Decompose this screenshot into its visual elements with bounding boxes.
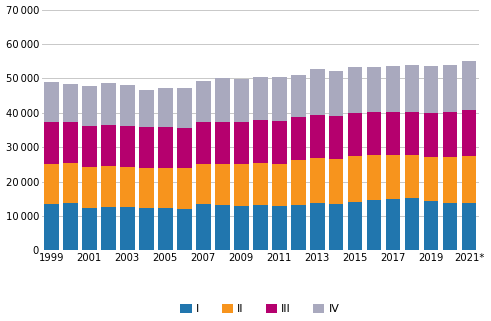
Bar [82,208,97,250]
Bar [328,204,344,250]
Bar [63,163,78,203]
Bar [158,208,172,250]
Bar [120,207,135,250]
Bar [196,122,211,164]
Bar [310,115,325,158]
Bar [139,90,154,127]
Bar [405,112,419,155]
Bar [234,122,248,164]
Bar [272,121,287,164]
Bar [442,157,458,203]
Bar [63,122,78,163]
Bar [215,122,229,164]
Bar [367,112,382,155]
Bar [139,127,154,168]
Bar [63,84,78,122]
Bar [120,167,135,207]
Bar [82,86,97,126]
Bar [215,78,229,122]
Bar [291,74,305,117]
Bar [291,160,305,205]
Bar [328,159,344,204]
Bar [196,164,211,204]
Bar [424,201,438,250]
Bar [101,125,115,166]
Bar [462,61,476,110]
Bar [405,198,419,250]
Bar [177,88,191,128]
Bar [101,207,115,250]
Bar [177,209,191,250]
Bar [177,128,191,169]
Bar [328,72,344,116]
Bar [234,164,248,206]
Bar [44,82,58,122]
Bar [63,203,78,250]
Bar [291,117,305,160]
Bar [158,168,172,208]
Bar [101,166,115,207]
Bar [367,67,382,112]
Bar [253,163,268,205]
Bar [348,202,362,250]
Bar [253,205,268,250]
Bar [291,205,305,250]
Bar [385,155,401,199]
Bar [272,77,287,121]
Bar [196,204,211,250]
Bar [253,77,268,120]
Bar [139,168,154,208]
Bar [367,201,382,250]
Bar [196,82,211,122]
Legend: I, II, III, IV: I, II, III, IV [176,299,344,319]
Bar [44,164,58,204]
Bar [310,203,325,250]
Bar [44,204,58,250]
Bar [385,199,401,250]
Bar [82,167,97,208]
Bar [101,83,115,125]
Bar [158,88,172,127]
Bar [442,203,458,250]
Bar [424,113,438,157]
Bar [405,155,419,198]
Bar [272,164,287,206]
Bar [82,126,97,167]
Bar [462,110,476,156]
Bar [139,208,154,250]
Bar [385,66,401,112]
Bar [348,156,362,202]
Bar [348,113,362,156]
Bar [44,122,58,164]
Bar [215,164,229,204]
Bar [234,79,248,122]
Bar [348,67,362,113]
Bar [405,65,419,112]
Bar [385,112,401,155]
Bar [272,206,287,250]
Bar [120,126,135,167]
Bar [462,203,476,250]
Bar [158,127,172,168]
Bar [215,204,229,250]
Bar [367,155,382,201]
Bar [442,112,458,157]
Bar [177,169,191,209]
Bar [424,65,438,113]
Bar [253,120,268,163]
Bar [328,116,344,159]
Bar [120,85,135,126]
Bar [442,65,458,112]
Bar [234,206,248,250]
Bar [462,156,476,203]
Bar [310,158,325,203]
Bar [424,157,438,201]
Bar [310,69,325,115]
